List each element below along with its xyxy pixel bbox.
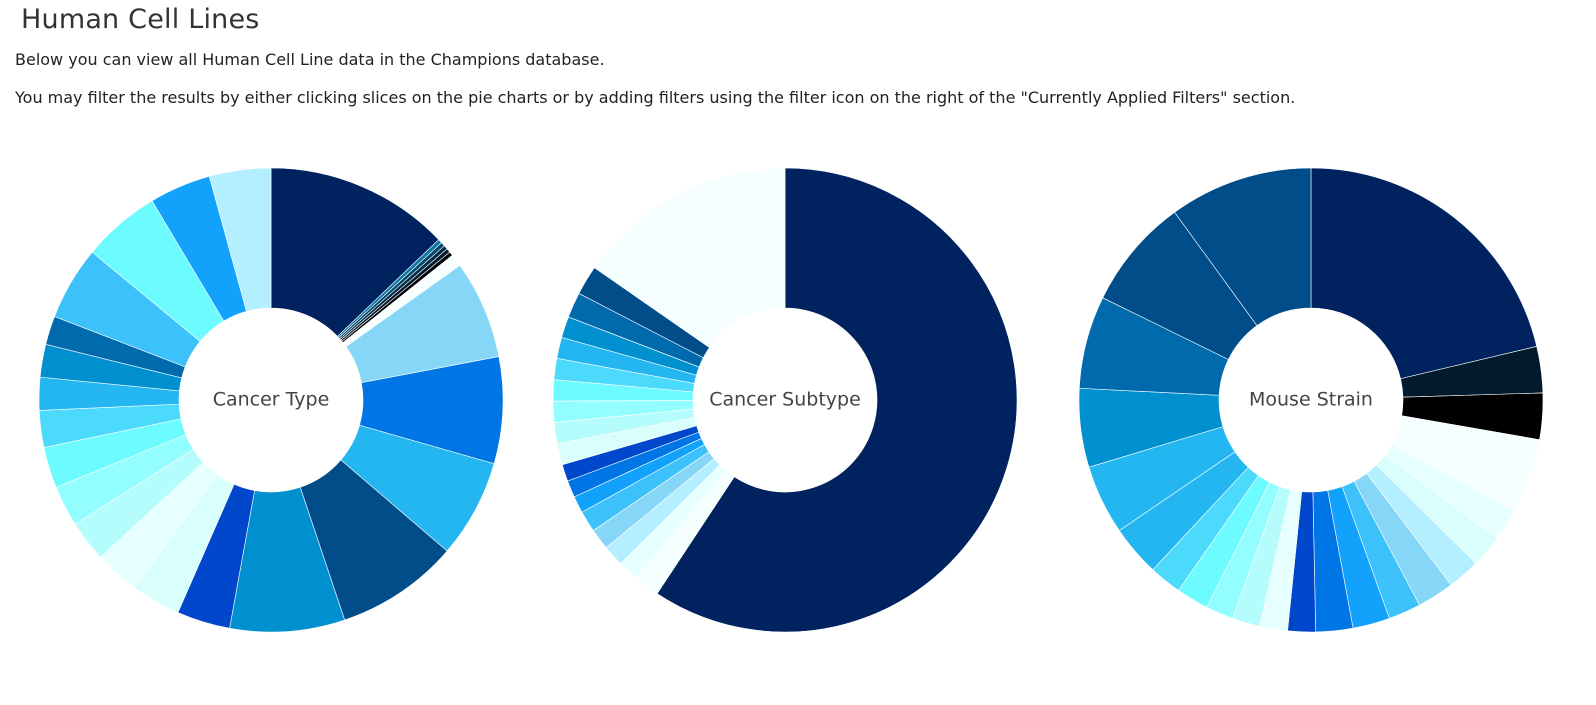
mouse-strain-label: Mouse Strain [1249, 389, 1373, 411]
cancer-type-slices [38, 167, 504, 633]
cancer-type-label: Cancer Type [213, 389, 330, 411]
chart-mouse-strain: Mouse Strain [1078, 167, 1544, 633]
mouse-strain-slices [1078, 167, 1544, 633]
chart-cancer-subtype: Cancer Subtype [552, 167, 1018, 633]
cancer-subtype-slices [552, 167, 1018, 633]
cancer-subtype-slice-0[interactable] [656, 167, 1018, 633]
cancer-type-slice-9[interactable] [208, 167, 272, 312]
pie-charts-row: Cancer Type Cancer Subtype Mouse Strain [0, 140, 1596, 670]
cancer-type-slice-0[interactable] [270, 167, 440, 337]
mouse-strain-slice-0[interactable] [1310, 167, 1538, 380]
cancer-subtype-label: Cancer Subtype [709, 389, 861, 411]
page-title: Human Cell Lines [21, 4, 260, 35]
intro-text: Below you can view all Human Cell Line d… [15, 50, 605, 69]
chart-cancer-type: Cancer Type [38, 167, 504, 633]
cancer-subtype-slice-23[interactable] [741, 167, 786, 310]
filter-instructions: You may filter the results by either cli… [15, 88, 1296, 107]
mouse-strain-slice-23[interactable] [1174, 167, 1312, 326]
pie-charts-svg: Cancer Type Cancer Subtype Mouse Strain [38, 167, 1544, 633]
